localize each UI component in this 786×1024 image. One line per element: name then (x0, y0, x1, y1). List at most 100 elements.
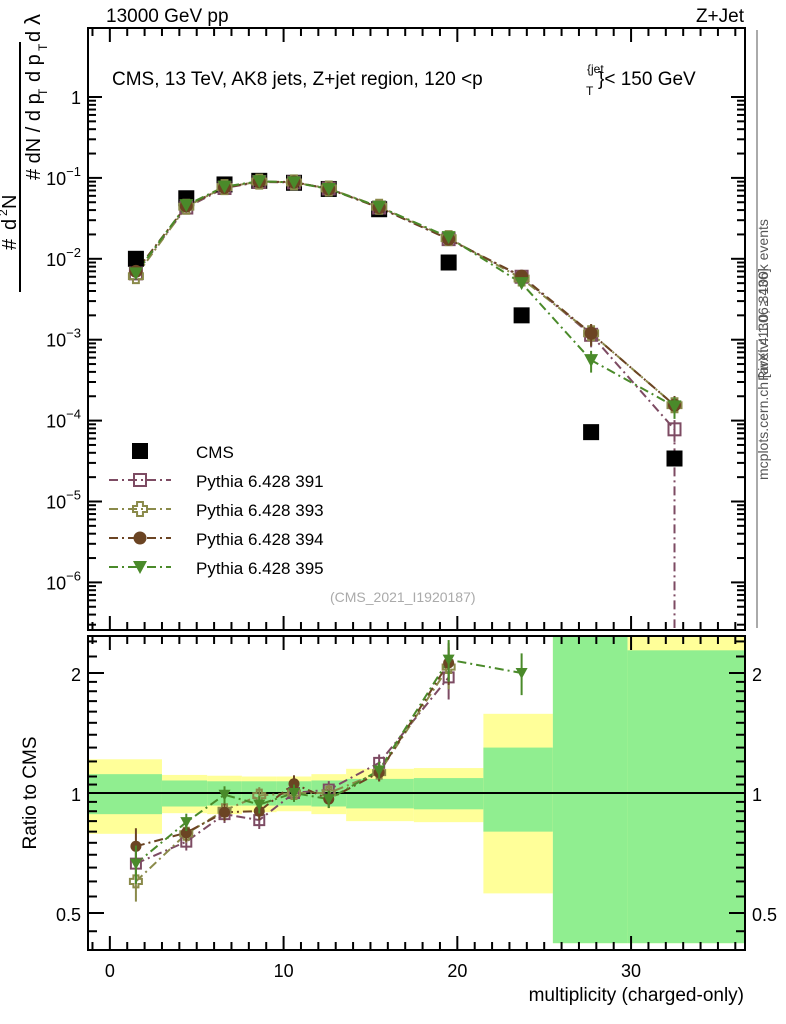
svg-text:Rivet 4.1.0, ≥ 100k events: Rivet 4.1.0, ≥ 100k events (755, 219, 771, 381)
data-point-marker (132, 443, 148, 459)
main-panel-title: CMS, 13 TeV, AK8 jets, Z+jet region, 120… (112, 62, 696, 98)
legend-item[interactable]: Pythia 6.428 391 (109, 472, 324, 491)
ratio-x-ticks (91, 637, 737, 949)
svg-text:T: T (586, 84, 594, 98)
svg-text:N: N (0, 195, 21, 209)
ratio-band-inner (552, 637, 628, 944)
ratio-y-tick-label: 0.5 (56, 905, 81, 925)
svg-text:λ: λ (20, 14, 45, 25)
main-y-tick-label: 10−3 (46, 326, 81, 351)
data-point-marker (133, 473, 147, 487)
data-point-marker (322, 794, 335, 806)
data-point-marker (128, 267, 143, 281)
series-line (135, 180, 676, 406)
data-point-marker (372, 200, 387, 214)
main-y-ticks (89, 96, 744, 626)
data-point-marker (217, 180, 232, 194)
legend-label: CMS (196, 443, 234, 462)
data-point-marker (321, 182, 336, 196)
legend-item[interactable]: Pythia 6.428 394 (109, 530, 324, 549)
series-line (135, 180, 676, 406)
svg-text:mcplots.cern.ch [arXiv:1306.34: mcplots.cern.ch [arXiv:1306.3436] (755, 268, 771, 480)
svg-text:T: T (36, 43, 50, 51)
data-point-marker (513, 307, 530, 324)
header-left: 13000 GeV pp (106, 6, 229, 27)
data-point-marker (133, 561, 147, 574)
data-point-marker (667, 400, 682, 414)
svg-text:}< 150 GeV: }< 150 GeV (598, 69, 696, 90)
data-point-marker (180, 827, 192, 839)
data-point-marker (442, 654, 455, 666)
data-point-marker (666, 450, 683, 467)
data-point-marker (252, 175, 267, 189)
header-right: Z+Jet (696, 6, 745, 27)
svg-text:Ratio to CMS: Ratio to CMS (20, 737, 41, 850)
ratio-uncertainty-bands (89, 637, 744, 944)
legend-label: Pythia 6.428 395 (196, 559, 324, 578)
data-point-marker (219, 806, 231, 818)
ratio-band-inner (627, 650, 744, 944)
data-point-marker (218, 789, 231, 801)
data-point-marker (288, 778, 300, 790)
legend-label: Pythia 6.428 394 (196, 530, 324, 549)
data-point-marker (514, 277, 529, 291)
ratio-band-inner (89, 774, 162, 815)
svg-text:d: d (0, 219, 21, 230)
data-point-marker (584, 326, 598, 340)
data-point-marker (373, 765, 386, 777)
ratio-y-tick-labels: 2 2 1 1 0.5 0.5 (56, 665, 777, 925)
data-point-marker (179, 199, 194, 213)
sidebar-mcplots-link: mcplots.cern.ch [arXiv:1306.3436] (755, 268, 771, 480)
data-point-marker (253, 799, 266, 811)
main-y-tick-label: 10−1 (46, 164, 81, 189)
legend-item[interactable]: Pythia 6.428 393 (109, 501, 324, 520)
main-data-series (127, 172, 683, 628)
data-point-marker (440, 254, 457, 271)
sidebar-rivet-version: Rivet 4.1.0, ≥ 100k events (755, 219, 771, 381)
svg-text:d: d (23, 31, 45, 42)
legend-item[interactable]: CMS (132, 443, 234, 462)
series-line (135, 180, 675, 408)
ratio-y-tick-label: 1 (71, 785, 81, 805)
data-point-marker (667, 422, 682, 437)
x-tick-label: 10 (274, 961, 294, 981)
ratio-y-tick-label: 0.5 (752, 905, 777, 925)
data-point-marker (128, 874, 143, 889)
data-point-marker (129, 858, 142, 870)
x-tick-label: 30 (621, 961, 641, 981)
data-point-marker (515, 668, 528, 679)
ratio-ylabel: Ratio to CMS (20, 737, 41, 850)
ratio-y-tick-label: 2 (71, 665, 81, 685)
x-axis-label: multiplicity (charged-only) (529, 985, 744, 1006)
data-point-marker (287, 176, 302, 190)
legend-label: Pythia 6.428 393 (196, 501, 324, 520)
data-point-marker (180, 817, 193, 829)
main-y-tick-label: 10−5 (46, 488, 81, 513)
svg-text:d p: d p (23, 54, 45, 82)
data-point-marker (133, 531, 147, 545)
x-tick-label: 20 (447, 961, 467, 981)
svg-text:CMS, 13 TeV, AK8 jets, Z+jet r: CMS, 13 TeV, AK8 jets, Z+jet region, 120… (112, 69, 483, 90)
dataset-watermark: (CMS_2021_I1920187) (330, 589, 476, 605)
main-y-tick-label: 10−2 (46, 245, 81, 270)
data-point-marker (584, 354, 599, 368)
data-point-marker (583, 424, 600, 441)
svg-text:{jet: {jet (587, 62, 604, 76)
ratio-band-inner (483, 747, 553, 832)
main-x-ticks (91, 29, 737, 629)
legend-label: Pythia 6.428 391 (196, 472, 324, 491)
svg-text:#: # (0, 238, 21, 250)
legend-item[interactable]: Pythia 6.428 395 (109, 559, 324, 578)
legend: CMS Pythia 6.428 391 Pythia 6.428 393 Pythi… (109, 443, 324, 578)
x-axis-tick-labels: 0 10 20 30 (105, 961, 641, 981)
svg-text:T: T (36, 88, 50, 96)
ratio-series-line (135, 658, 522, 865)
main-y-tick-label: 10−6 (46, 568, 81, 593)
ratio-y-ticks (89, 640, 744, 933)
data-point-marker (288, 788, 301, 799)
svg-text:# dN / d p: # dN / d p (23, 93, 45, 180)
ratio-y-tick-label: 1 (752, 785, 762, 805)
main-y-tick-label: 1 (71, 88, 81, 108)
